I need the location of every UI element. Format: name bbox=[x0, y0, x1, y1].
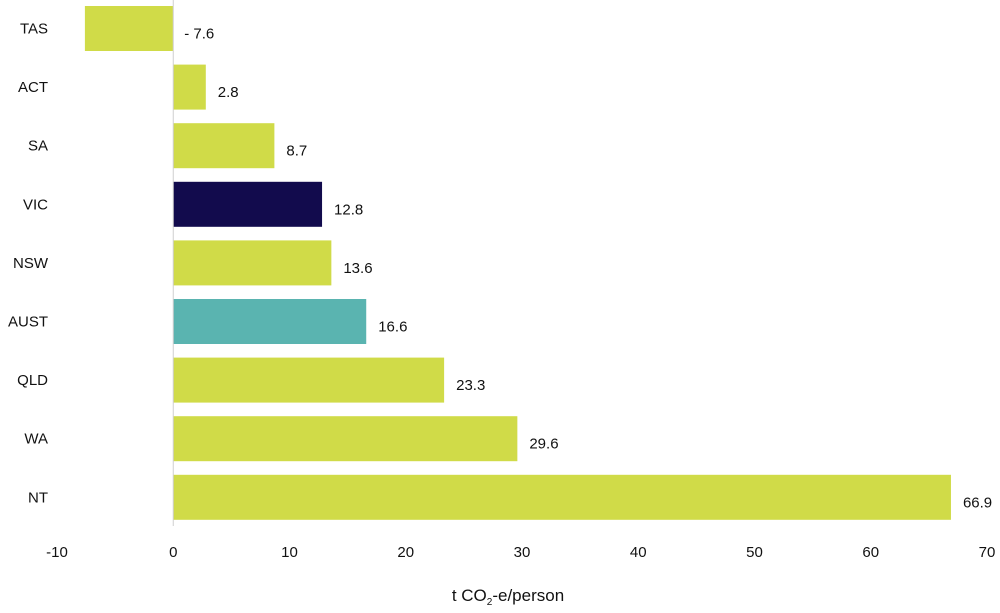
category-label-act: ACT bbox=[18, 79, 48, 96]
value-label-act: 2.8 bbox=[218, 84, 239, 101]
x-tick-label: 70 bbox=[979, 544, 996, 561]
x-tick-label: 50 bbox=[746, 544, 763, 561]
x-tick-label: 20 bbox=[397, 544, 414, 561]
value-label-wa: 29.6 bbox=[529, 436, 558, 453]
x-tick-label: 60 bbox=[862, 544, 879, 561]
value-label-sa: 8.7 bbox=[286, 143, 307, 160]
category-label-nsw: NSW bbox=[13, 255, 49, 272]
bars-group bbox=[84, 6, 951, 520]
x-tick-label: 10 bbox=[281, 544, 298, 561]
x-axis-label-suffix: -e/person bbox=[492, 586, 564, 605]
category-label-aust: AUST bbox=[8, 314, 48, 331]
bar-sa bbox=[173, 123, 275, 169]
value-label-vic: 12.8 bbox=[334, 201, 363, 218]
category-label-nt: NT bbox=[28, 489, 48, 506]
category-label-sa: SA bbox=[28, 138, 48, 155]
bar-act bbox=[173, 64, 206, 110]
bar-nt bbox=[173, 474, 951, 520]
bar-wa bbox=[173, 416, 518, 462]
category-label-tas: TAS bbox=[20, 21, 48, 38]
x-axis-ticks: -10 0 10 20 30 40 50 60 70 bbox=[46, 544, 995, 561]
bar-nsw bbox=[173, 240, 332, 286]
x-tick-label: 0 bbox=[169, 544, 177, 561]
x-axis-label-prefix: t CO bbox=[452, 586, 487, 605]
bar-vic bbox=[173, 181, 323, 227]
bar-qld bbox=[173, 357, 445, 403]
category-label-wa: WA bbox=[24, 431, 48, 448]
category-labels: TAS ACT SA VIC NSW AUST QLD WA NT bbox=[8, 21, 49, 507]
value-label-aust: 16.6 bbox=[378, 319, 407, 336]
value-label-qld: 23.3 bbox=[456, 377, 485, 394]
category-label-qld: QLD bbox=[17, 372, 48, 389]
value-label-tas: - 7.6 bbox=[184, 26, 214, 43]
bar-tas bbox=[84, 6, 174, 51]
value-labels: - 7.6 2.8 8.7 12.8 13.6 16.6 23.3 29.6 66.9 bbox=[184, 26, 992, 512]
x-tick-label: -10 bbox=[46, 544, 68, 561]
x-axis-label-subscript: 2 bbox=[487, 597, 493, 608]
x-tick-label: 40 bbox=[630, 544, 647, 561]
x-axis-label: t CO2-e/person bbox=[452, 586, 564, 608]
value-label-nsw: 13.6 bbox=[343, 260, 372, 277]
value-label-nt: 66.9 bbox=[963, 494, 992, 511]
bar-aust bbox=[173, 299, 367, 344]
category-label-vic: VIC bbox=[23, 196, 48, 213]
x-tick-label: 30 bbox=[514, 544, 531, 561]
